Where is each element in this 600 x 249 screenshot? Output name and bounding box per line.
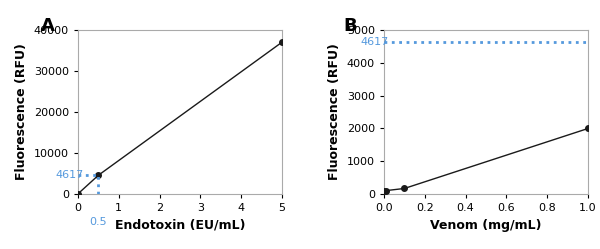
- X-axis label: Endotoxin (EU/mL): Endotoxin (EU/mL): [115, 219, 245, 232]
- Text: 4617: 4617: [361, 37, 389, 48]
- X-axis label: Venom (mg/mL): Venom (mg/mL): [430, 219, 542, 232]
- Text: B: B: [343, 17, 357, 35]
- Text: A: A: [41, 17, 55, 35]
- Text: 0.5: 0.5: [89, 217, 107, 227]
- Text: 4617: 4617: [56, 170, 84, 180]
- Y-axis label: Fluorescence (RFU): Fluorescence (RFU): [328, 44, 341, 181]
- Y-axis label: Fluorescence (RFU): Fluorescence (RFU): [15, 44, 28, 181]
